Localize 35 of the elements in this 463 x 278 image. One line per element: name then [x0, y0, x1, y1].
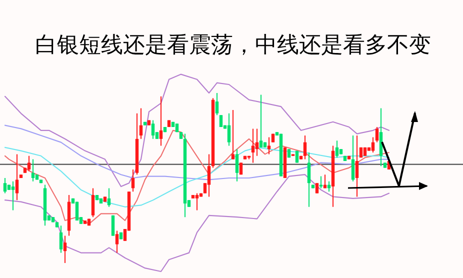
- candlestick: [303, 135, 307, 160]
- candlestick: [91, 188, 95, 218]
- candlestick: [335, 140, 339, 158]
- candlestick: [235, 148, 239, 182]
- candlestick: [15, 154, 19, 201]
- candlestick: [375, 126, 379, 143]
- candlestick: [27, 155, 31, 172]
- candlestick: [215, 92, 219, 116]
- candlestick: [307, 152, 311, 208]
- candlestick: [315, 182, 319, 194]
- candlestick: [251, 128, 255, 164]
- candlestick: [111, 214, 115, 236]
- candlestick: [259, 94, 263, 148]
- candlestick: [355, 135, 359, 198]
- candlestick: [227, 112, 231, 146]
- candlestick: [63, 235, 67, 264]
- candlestick: [59, 225, 63, 254]
- candlestick: [139, 108, 143, 140]
- candlestick: [207, 154, 211, 198]
- candlestick: [131, 169, 135, 192]
- candlestick: [231, 110, 235, 160]
- chart-title: 白银短线还是看震荡，中线还是看多不变: [35, 32, 431, 57]
- candlestick: [255, 128, 259, 156]
- candlestick: [267, 136, 271, 155]
- candlestick: [195, 192, 199, 211]
- candlestick: [115, 230, 119, 254]
- candlestick: [107, 188, 111, 208]
- candlestick: [151, 120, 155, 140]
- candlestick: [379, 108, 383, 167]
- candlestick: [11, 180, 15, 211]
- candlestick: [351, 135, 355, 182]
- candlestick: [159, 96, 163, 146]
- candlestick: [31, 158, 35, 182]
- candlestick: [371, 136, 375, 153]
- candlestick: [3, 178, 7, 194]
